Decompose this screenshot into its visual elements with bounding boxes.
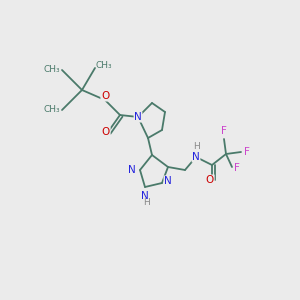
Text: N: N <box>192 152 200 162</box>
Text: F: F <box>221 126 227 136</box>
Text: F: F <box>234 163 240 173</box>
Text: H: H <box>193 142 200 151</box>
Text: O: O <box>102 127 110 137</box>
Text: F: F <box>244 147 250 157</box>
Text: CH₃: CH₃ <box>44 106 60 115</box>
Text: O: O <box>206 175 214 185</box>
Text: O: O <box>101 91 109 101</box>
Text: N: N <box>164 176 172 186</box>
Text: N: N <box>128 165 136 175</box>
Text: CH₃: CH₃ <box>96 61 112 70</box>
Text: H: H <box>142 198 149 207</box>
Text: N: N <box>134 112 142 122</box>
Text: CH₃: CH₃ <box>44 65 60 74</box>
Text: N: N <box>141 191 149 201</box>
